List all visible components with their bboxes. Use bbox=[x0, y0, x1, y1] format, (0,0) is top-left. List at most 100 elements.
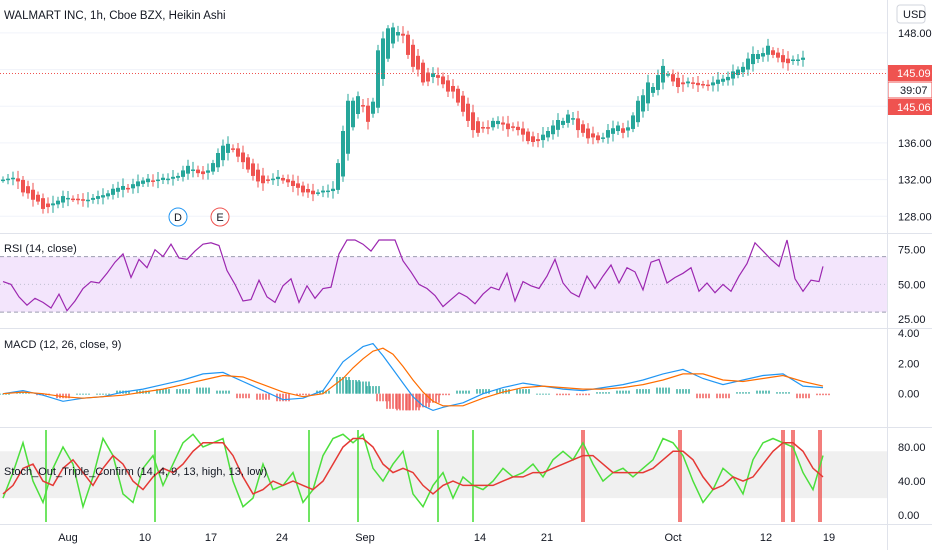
candle-body bbox=[156, 179, 160, 182]
macd-histogram-bar bbox=[682, 389, 684, 394]
candle-body bbox=[16, 178, 20, 182]
macd-histogram-bar bbox=[482, 389, 484, 394]
candle-body bbox=[666, 74, 670, 76]
candle-body bbox=[701, 84, 705, 86]
candle-body bbox=[176, 175, 180, 178]
candle-body bbox=[601, 137, 605, 139]
x-tick-label: Aug bbox=[58, 532, 78, 544]
stoch-sell-signal bbox=[678, 430, 682, 522]
macd-histogram-bar bbox=[256, 393, 258, 400]
macd-histogram-bar bbox=[68, 393, 70, 399]
macd-histogram-bar bbox=[819, 393, 821, 396]
macd-histogram-bar bbox=[702, 393, 704, 399]
macd-histogram-bar bbox=[156, 389, 158, 394]
candle-body bbox=[126, 187, 130, 190]
macd-histogram-bar bbox=[442, 393, 444, 396]
macd-histogram-bar bbox=[562, 393, 564, 396]
candle-body bbox=[491, 120, 495, 128]
macd-histogram-bar bbox=[356, 381, 358, 394]
price-pane: WALMART INC, 1h, Cboe BZX, Heikin Ashi D… bbox=[0, 4, 932, 227]
candle-body bbox=[796, 59, 800, 61]
macd-histogram-bar bbox=[645, 389, 647, 394]
macd-histogram-bar bbox=[662, 387, 664, 394]
macd-histogram-bar bbox=[265, 393, 267, 400]
candle-body bbox=[381, 38, 385, 80]
macd-histogram-bar bbox=[116, 390, 118, 394]
candle-body bbox=[711, 82, 715, 86]
macd-histogram-bar bbox=[245, 393, 247, 399]
currency-button[interactable]: USD bbox=[896, 4, 926, 24]
candle-body bbox=[111, 188, 115, 195]
candle-body bbox=[761, 53, 765, 57]
x-tick-label: 19 bbox=[823, 532, 835, 544]
macd-histogram-bar bbox=[642, 389, 644, 394]
macd-histogram-bar bbox=[182, 389, 184, 394]
candle-body bbox=[536, 139, 540, 142]
macd-histogram-bar bbox=[782, 392, 784, 394]
x-tick-label: 17 bbox=[205, 532, 217, 544]
price-tick-label: 128.00 bbox=[898, 211, 932, 223]
candle-body bbox=[51, 203, 55, 206]
macd-histogram-bar bbox=[436, 393, 438, 396]
macd-histogram-bar bbox=[556, 393, 558, 396]
rsi-tick-label: 25.00 bbox=[898, 314, 926, 326]
macd-histogram-bar bbox=[608, 392, 610, 394]
macd-histogram-bar bbox=[432, 393, 434, 403]
candle-body bbox=[346, 100, 350, 154]
last-price-tag: 145.09 bbox=[888, 65, 932, 81]
candle-body bbox=[186, 165, 190, 174]
macd-histogram-bar bbox=[359, 381, 361, 394]
macd-histogram-bar bbox=[816, 393, 818, 396]
macd-histogram-bar bbox=[616, 390, 618, 394]
macd-histogram-bar bbox=[742, 392, 744, 394]
macd-histogram-bar bbox=[602, 392, 604, 394]
candle-body bbox=[306, 189, 310, 193]
macd-histogram-bar bbox=[185, 389, 187, 394]
candle-body bbox=[541, 134, 545, 141]
candle-body bbox=[221, 145, 225, 161]
candle-body bbox=[66, 197, 70, 200]
macd-histogram-bar bbox=[409, 393, 411, 411]
macd-histogram-bar bbox=[168, 389, 170, 394]
macd-histogram-bar bbox=[776, 392, 778, 394]
rsi-band bbox=[0, 256, 887, 313]
candle-body bbox=[1, 179, 5, 182]
macd-histogram-bar bbox=[8, 393, 10, 395]
macd-histogram-bar bbox=[296, 393, 298, 396]
candle-body bbox=[316, 192, 320, 194]
candle-body bbox=[96, 196, 100, 199]
candle-body bbox=[456, 88, 460, 103]
candle-body bbox=[591, 133, 595, 138]
macd-histogram-bar bbox=[465, 390, 467, 394]
candle-body bbox=[426, 72, 430, 82]
candle-body bbox=[716, 79, 720, 84]
countdown-tag: 39:07 bbox=[887, 81, 932, 99]
candle-body bbox=[616, 125, 620, 132]
event-marker-label: E bbox=[216, 212, 223, 224]
candle-body bbox=[71, 198, 75, 201]
candle-body bbox=[706, 84, 710, 87]
x-tick-label: 10 bbox=[139, 532, 151, 544]
macd-histogram-bar bbox=[516, 389, 518, 394]
macd-histogram-bar bbox=[216, 390, 218, 394]
macd-histogram-bar bbox=[259, 393, 261, 400]
candle-body bbox=[341, 131, 345, 177]
candle-body bbox=[231, 148, 235, 150]
candle-body bbox=[551, 125, 555, 135]
candle-body bbox=[661, 65, 665, 83]
candle-body bbox=[191, 169, 195, 171]
x-tick-label: 12 bbox=[760, 532, 772, 544]
candle-body bbox=[256, 169, 260, 182]
candle-body bbox=[206, 170, 210, 173]
macd-histogram-bar bbox=[725, 393, 727, 399]
macd-histogram-bar bbox=[65, 393, 67, 399]
macd-histogram-bar bbox=[745, 392, 747, 394]
macd-histogram-bar bbox=[659, 387, 661, 394]
candle-body bbox=[561, 120, 565, 125]
candle-body bbox=[41, 198, 45, 209]
candle-body bbox=[766, 45, 770, 55]
macd-histogram-bar bbox=[262, 393, 264, 400]
stoch-tick-label: 0.00 bbox=[898, 510, 919, 522]
rsi-tick-label: 50.00 bbox=[898, 279, 926, 291]
stoch-buy-signal bbox=[357, 430, 359, 522]
